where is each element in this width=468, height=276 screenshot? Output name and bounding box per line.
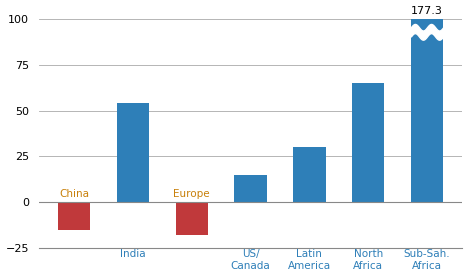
Text: Europe: Europe (174, 189, 210, 198)
Text: Sub-Sah.
Africa: Sub-Sah. Africa (404, 249, 450, 270)
Text: North
Africa: North Africa (353, 249, 383, 270)
Bar (117, 103, 149, 202)
Bar (411, 19, 443, 202)
Text: 177.3: 177.3 (411, 6, 443, 16)
Text: India: India (120, 249, 146, 259)
Bar (176, 202, 208, 235)
Bar (234, 175, 267, 202)
Text: Latin
America: Latin America (288, 249, 331, 270)
Bar (293, 147, 326, 202)
Bar (58, 202, 90, 230)
Text: US/
Canada: US/ Canada (231, 249, 271, 270)
Text: China: China (59, 189, 89, 198)
Bar (352, 83, 384, 202)
